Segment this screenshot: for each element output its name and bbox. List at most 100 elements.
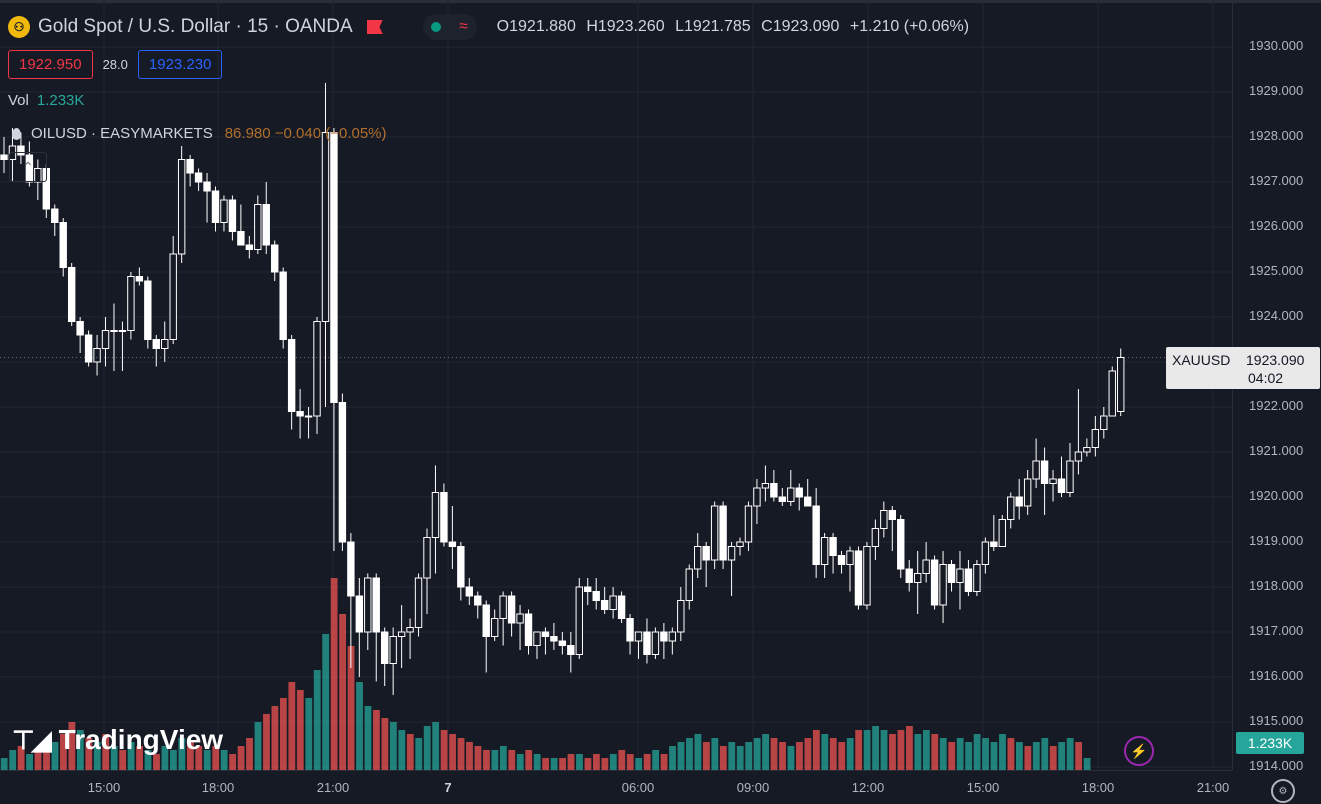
volume-bar	[43, 746, 50, 770]
candle-body	[930, 559, 939, 606]
candle-body	[787, 487, 795, 502]
time-tick-label: 12:00	[851, 780, 885, 795]
candle-body	[482, 604, 490, 637]
candle-body	[964, 568, 973, 592]
volume-bar	[0, 758, 8, 770]
volume-bar	[144, 750, 152, 770]
buy-button[interactable]: 1923.230	[137, 50, 223, 79]
volume-bar	[567, 754, 575, 770]
chevron-up-icon: ⌃	[22, 158, 34, 175]
volume-bar	[186, 742, 194, 770]
volume-bar	[1049, 746, 1057, 770]
candle-body	[25, 154, 34, 183]
candle-body	[203, 181, 211, 192]
candle-body	[397, 631, 406, 637]
price-chart[interactable]	[0, 0, 1232, 770]
volume-bar	[906, 726, 913, 770]
candle-body	[694, 546, 702, 570]
candle-body	[575, 586, 583, 655]
candle-body	[702, 546, 710, 561]
time-tick-label: 15:00	[87, 780, 121, 795]
candle-body	[296, 411, 304, 417]
volume-bar	[296, 690, 304, 770]
candle-body	[922, 559, 930, 574]
volume-bar	[423, 726, 431, 770]
candle-body	[1091, 429, 1100, 448]
gear-icon[interactable]: ⚙	[1271, 779, 1295, 803]
price-axis[interactable]: 1930.000 1929.000 1928.000 1927.000 1926.000…	[1232, 0, 1321, 773]
candle-body	[524, 613, 533, 646]
candle-body	[17, 145, 25, 156]
volume-bar	[406, 734, 414, 770]
sell-button[interactable]: 1922.950	[8, 50, 93, 79]
volume-bar	[533, 754, 541, 770]
candle-body	[973, 564, 981, 592]
symbol-legend[interactable]: ⚇ Gold Spot / U.S. Dollar · 15 · OANDA ≈…	[8, 14, 975, 40]
candle-body	[677, 600, 685, 633]
candle-body	[220, 199, 228, 223]
volume-bar	[753, 738, 761, 770]
volume-bar	[1083, 758, 1091, 770]
volume-bar	[1016, 742, 1023, 770]
volume-bar	[389, 722, 397, 770]
volume-bar	[973, 734, 981, 770]
candle-body	[406, 627, 414, 633]
candle-body	[499, 595, 507, 619]
volume-bar	[982, 738, 989, 770]
volume-bar	[34, 750, 42, 770]
time-axis[interactable]: 15:00 18:00 21:00 7 06:00 09:00 12:00 15:00 18:0…	[0, 770, 1232, 804]
lightning-icon[interactable]: ⚡	[1124, 736, 1154, 766]
tradingview-logo[interactable]: ⊤◢ TradingView	[12, 724, 223, 756]
chart-pane[interactable]	[0, 0, 1232, 770]
candle-body	[118, 330, 127, 332]
candle-body	[237, 231, 245, 246]
candle-body	[372, 577, 380, 633]
volume-bar	[499, 746, 507, 770]
candle-body	[1100, 415, 1108, 430]
candle-body	[719, 505, 727, 561]
volume-bar	[1032, 742, 1040, 770]
candle-body	[1032, 460, 1040, 480]
volume-bar	[956, 738, 964, 770]
volume-bar	[1066, 738, 1074, 770]
candle-body	[127, 276, 135, 331]
candle-body	[727, 546, 736, 561]
volume-bar	[669, 746, 676, 770]
volume-bar	[931, 734, 939, 770]
volume-bar	[170, 750, 177, 770]
candle-body	[431, 492, 440, 538]
candle-body	[490, 618, 499, 637]
volume-legend[interactable]: Vol 1.233K	[8, 92, 84, 109]
volume-bar	[1007, 738, 1015, 770]
collapse-legend-button[interactable]: ⌃	[9, 152, 47, 182]
candle-body	[685, 568, 693, 601]
volume-bar	[728, 742, 736, 770]
symbol-title[interactable]: Gold Spot / U.S. Dollar · 15 · OANDA	[38, 16, 353, 37]
top-toolbar-border	[0, 0, 1321, 3]
volume-bar	[212, 746, 220, 770]
compare-symbol[interactable]: OILUSD · EASYMARKETS	[31, 125, 213, 142]
candle-body	[152, 339, 160, 349]
volume-bar	[483, 750, 490, 770]
candle-body	[135, 276, 144, 282]
flag-icon[interactable]	[366, 20, 383, 34]
candle-body	[863, 546, 871, 606]
compare-price: 86.980 −0.040 (−0.05%)	[224, 125, 387, 142]
candle-body	[59, 222, 67, 268]
volume-bar	[812, 730, 820, 770]
volume-bar	[897, 730, 905, 770]
candle-body	[660, 631, 668, 642]
volume-bar	[153, 754, 160, 770]
volume-bar	[288, 682, 296, 770]
open-value: O1921.880	[496, 18, 576, 35]
candle-body	[795, 487, 803, 498]
volume-bar	[965, 742, 973, 770]
volume-bar	[762, 734, 769, 770]
market-status-pill[interactable]: ≈	[422, 14, 477, 40]
volume-bar	[322, 634, 330, 770]
candle-body	[381, 631, 389, 664]
compare-legend[interactable]: OILUSD · EASYMARKETS 86.980 −0.040 (−0.0…	[8, 125, 387, 142]
candle-body	[330, 132, 338, 403]
candle-body	[567, 645, 575, 655]
high-value: H1923.260	[586, 18, 665, 35]
